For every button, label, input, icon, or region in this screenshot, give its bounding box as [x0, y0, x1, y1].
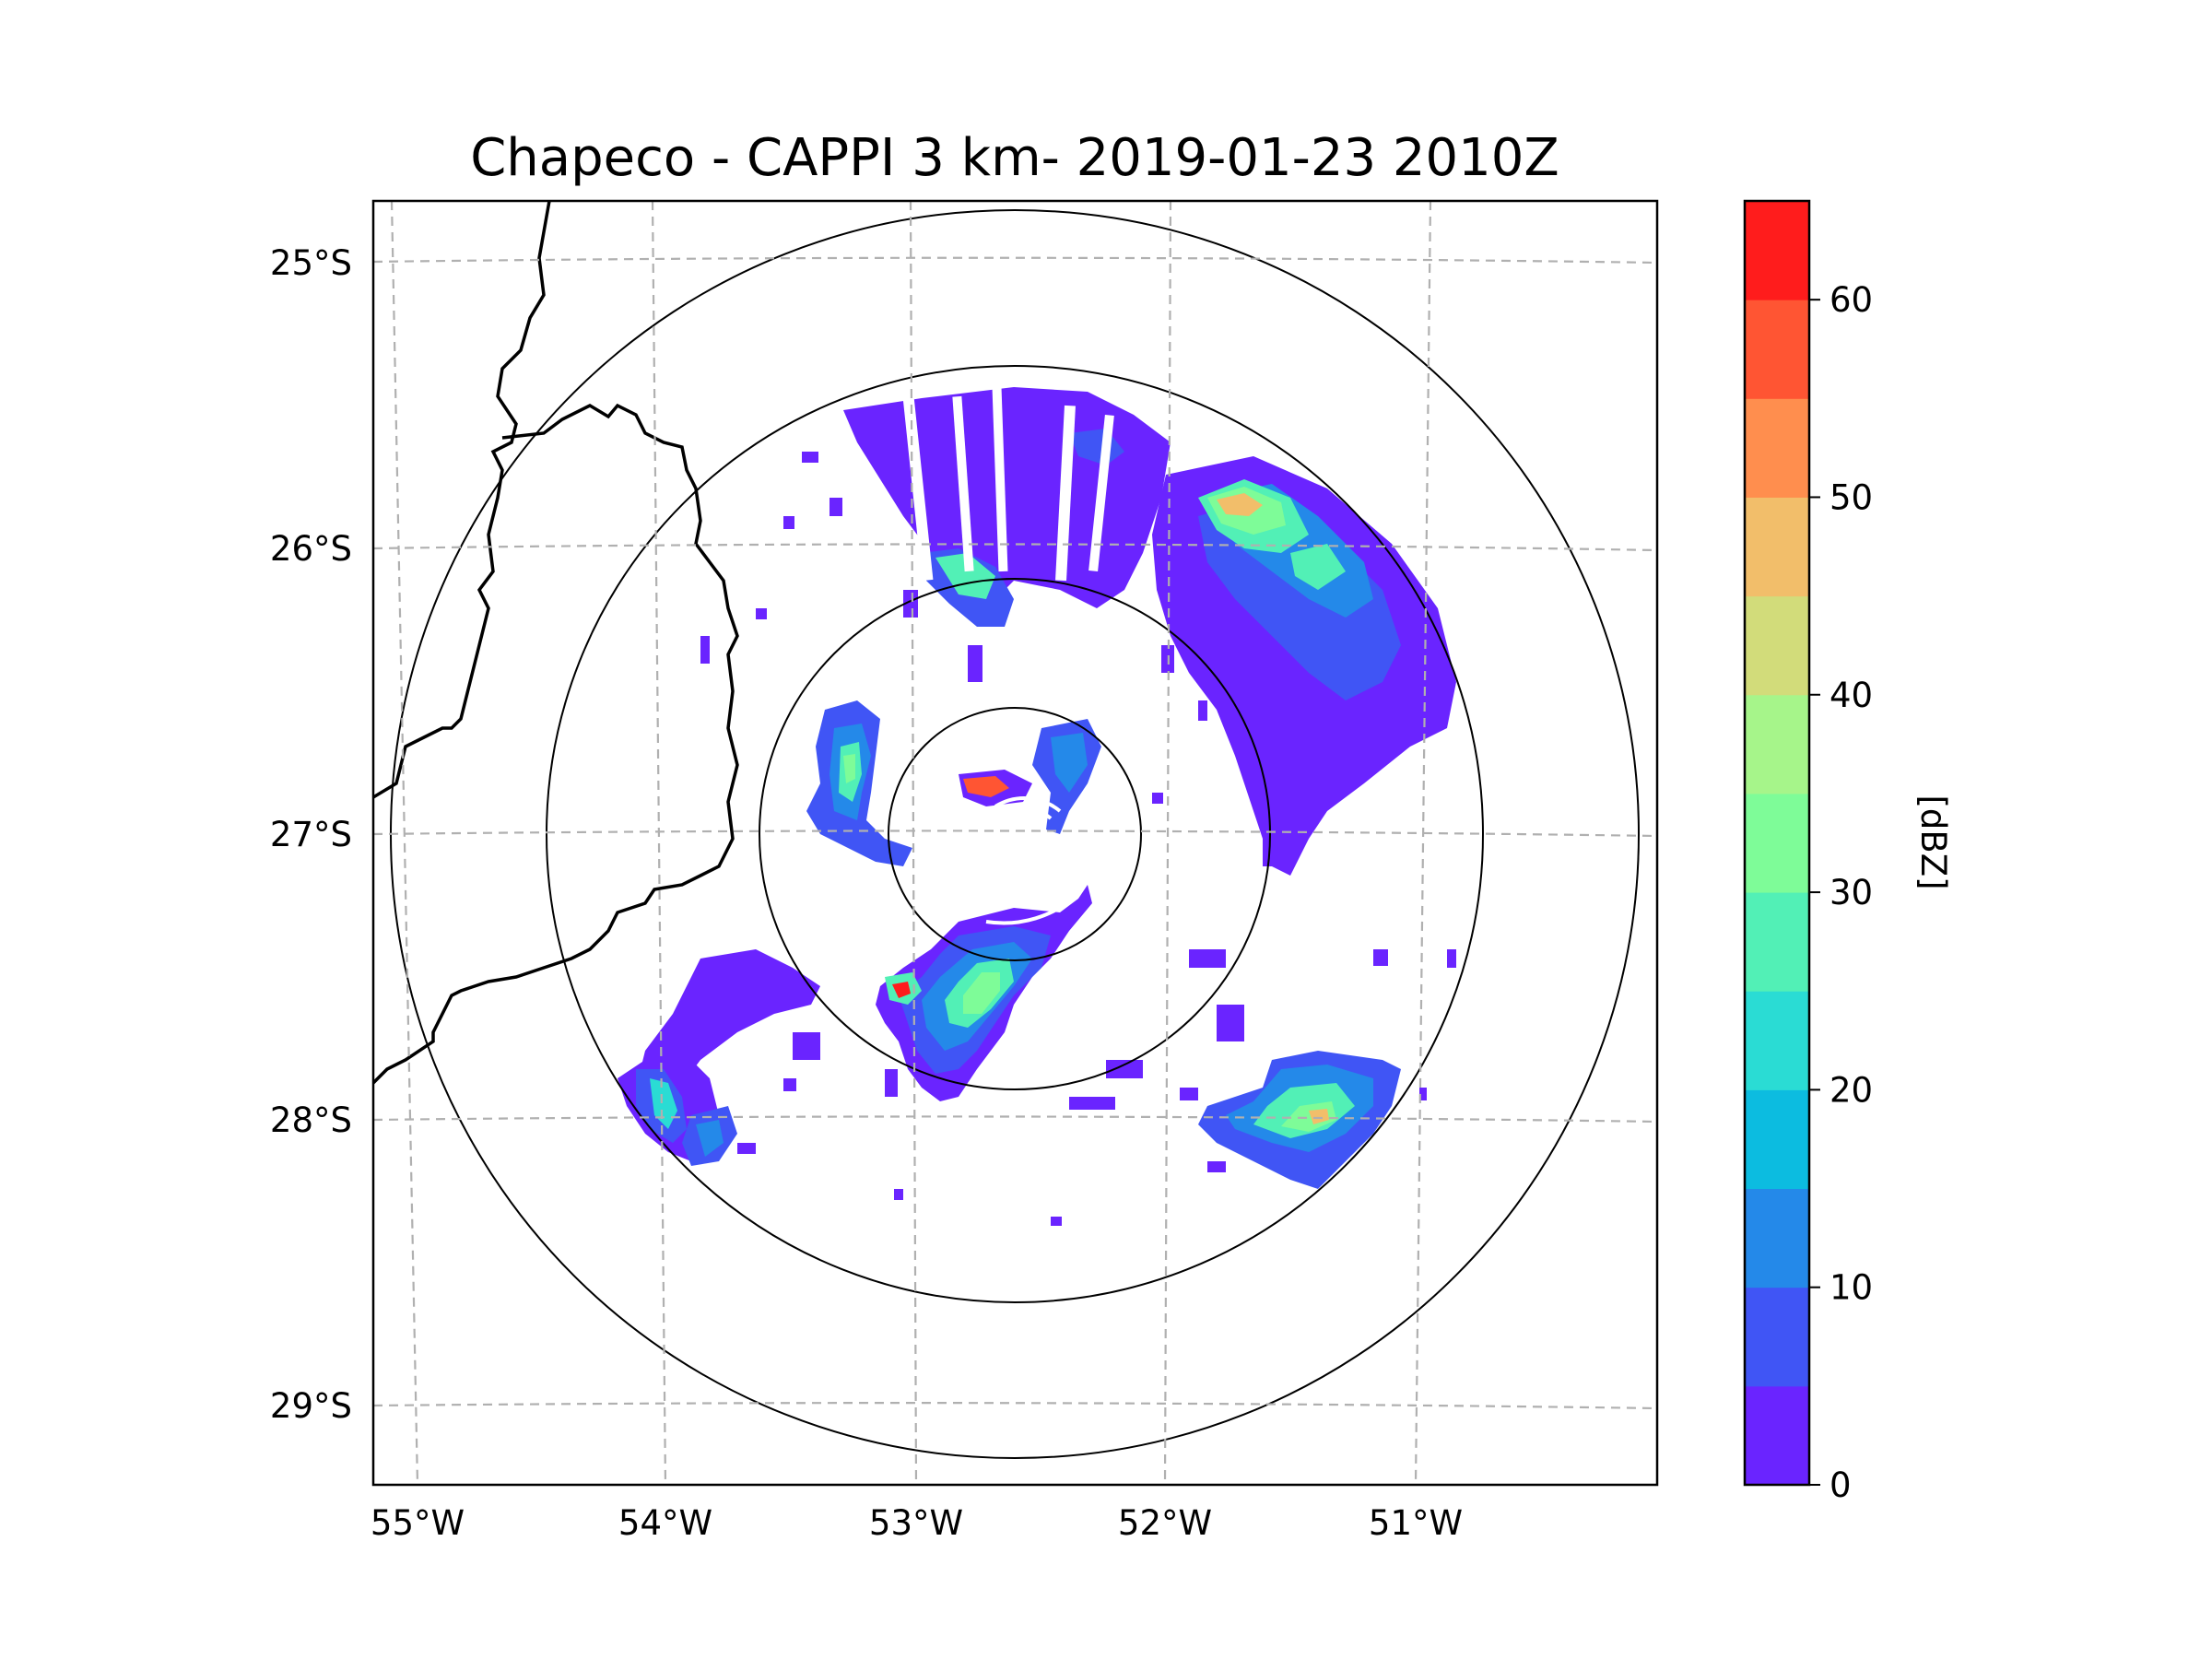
colorbar-tick-label: 60 [1830, 280, 1873, 320]
border-paraguay-argentina [373, 201, 551, 799]
figure-title: Chapeco - CAPPI 3 km- 2019-01-23 2010Z [470, 128, 1559, 188]
gridline-lon-51 [1414, 201, 1432, 1485]
gridline-lat-27 [373, 830, 1657, 838]
gridline-lat-28 [373, 1115, 1657, 1124]
lon-label-52: 52°W [1118, 1503, 1212, 1543]
colorbar-tick-label: 30 [1830, 873, 1873, 912]
lat-label-28: 28°S [270, 1100, 352, 1140]
range-ring-1 [888, 707, 1142, 961]
lon-label-55: 55°W [371, 1503, 465, 1543]
colorbar-segment [1745, 1287, 1809, 1387]
gridline-lon-54 [651, 201, 667, 1485]
colorbar-segment [1745, 1089, 1809, 1190]
colorbar-ticks: 0 10 20 30 40 50 60 [1809, 280, 1873, 1505]
gridline-lon-55 [390, 201, 419, 1485]
colorbar-segment [1745, 793, 1809, 893]
map-area [373, 201, 1657, 1485]
lon-label-53: 53°W [869, 1503, 963, 1543]
colorbar-segment [1745, 201, 1809, 300]
latitude-labels: 25°S 26°S 27°S 28°S 29°S [270, 243, 352, 1426]
colorbar: 0 10 20 30 40 50 60 [dBZ] [1743, 199, 1953, 1505]
colorbar-segment [1745, 1385, 1809, 1486]
echo-scattered-specks [700, 452, 1456, 1226]
border-misiones [373, 403, 739, 1085]
colorbar-segment [1745, 595, 1809, 696]
range-ring-2 [759, 578, 1271, 1090]
colorbar-segment [1745, 497, 1809, 597]
colorbar-tick-label: 20 [1830, 1070, 1873, 1110]
lat-label-26: 26°S [270, 529, 352, 569]
range-ring-3 [546, 365, 1484, 1303]
colorbar-segment [1745, 398, 1809, 498]
lat-label-25: 25°S [270, 243, 352, 283]
colorbar-segment [1745, 694, 1809, 794]
echo-gaps [902, 386, 1114, 582]
colorbar-label: [dBZ] [1913, 794, 1953, 889]
radar-center-arcs [985, 796, 1080, 925]
colorbar-segment [1745, 1188, 1809, 1288]
gridline-lon-52 [1163, 201, 1172, 1485]
lon-label-51: 51°W [1369, 1503, 1463, 1543]
colorbar-tick-label: 50 [1830, 477, 1873, 517]
gridline-lat-29 [373, 1402, 1657, 1410]
radar-echoes [618, 386, 1456, 1226]
colorbar-segment [1745, 892, 1809, 992]
political-borders [373, 201, 739, 1085]
colorbar-tick-label: 10 [1830, 1268, 1873, 1308]
lat-label-29: 29°S [270, 1386, 352, 1426]
map-frame [371, 199, 1659, 1487]
gridline-lat-26 [373, 543, 1657, 552]
colorbar-tick-label: 40 [1830, 676, 1873, 715]
colorbar-segment [1745, 991, 1809, 1090]
colorbar-segments [1745, 201, 1809, 1486]
gridline-lon-53 [909, 201, 918, 1485]
gridline-lat-25 [373, 256, 1657, 265]
colorbar-segment [1745, 300, 1809, 399]
gridlines [373, 201, 1657, 1485]
longitude-labels: 55°W 54°W 53°W 52°W 51°W [371, 1503, 1463, 1543]
lat-label-27: 27°S [270, 815, 352, 854]
lon-label-54: 54°W [618, 1503, 712, 1543]
colorbar-frame [1743, 199, 1811, 1487]
colorbar-tick-label: 0 [1830, 1465, 1852, 1505]
